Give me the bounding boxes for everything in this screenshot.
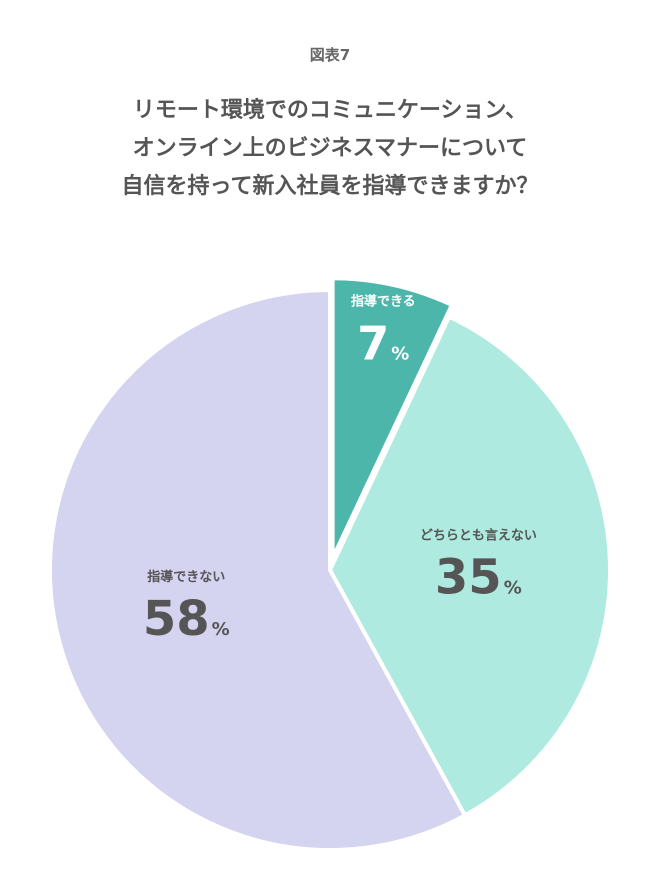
slice-undecided [327, 313, 612, 819]
chart-title-line-1: リモート環境でのコミュニケーション、 [132, 98, 528, 123]
chart-title: リモート環境でのコミュニケーション、 オンライン上のビジネスマナーについて 自信… [0, 92, 660, 206]
label-teach-cannot: 指導できない [147, 569, 225, 585]
value-teach-cannot: 58% [143, 591, 230, 647]
slice-teach-cannot [48, 287, 468, 852]
slice-teach-can [330, 276, 455, 560]
chart-title-line-2: オンライン上のビジネスマナーについて [132, 136, 528, 161]
label-undecided: どちらとも言えない [420, 527, 537, 543]
value-teach-can: 7% [357, 316, 409, 370]
chart-title-line-3: 自信を持って新入社員を指導できますか？ [121, 174, 539, 199]
value-undecided: 35% [435, 549, 522, 605]
figure-label: 図表7 [309, 46, 351, 64]
label-teach-can: 指導できる [351, 293, 416, 309]
